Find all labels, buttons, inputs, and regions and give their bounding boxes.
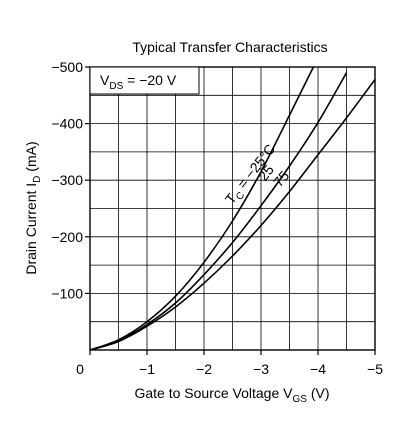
- x-tick-label: −1: [139, 361, 155, 377]
- y-tick-label: −100: [51, 285, 83, 301]
- x-tick-label: −3: [253, 361, 269, 377]
- x-tick-label: 0: [76, 361, 84, 377]
- series-curve-0: [89, 66, 315, 351]
- y-tick-label: −400: [51, 116, 83, 132]
- chart-title: Typical Transfer Characteristics: [132, 39, 327, 55]
- y-tick-labels: −100 −200 −300 −400 −500: [51, 59, 83, 301]
- x-axis-label: Gate to Source Voltage VGS (V): [134, 385, 329, 405]
- grid-lines: [90, 67, 375, 350]
- condition-box: [89, 66, 200, 95]
- y-tick-label: −200: [51, 229, 83, 245]
- y-axis-label: Drain Current ID (mA): [23, 141, 43, 274]
- vds-condition-label: VDS = −20 V: [100, 72, 177, 92]
- y-tick-label: −300: [51, 172, 83, 188]
- x-tick-label: −5: [367, 361, 383, 377]
- y-tick-label: −500: [51, 59, 83, 75]
- series-curve-1: [89, 72, 348, 351]
- series-curve-2: [89, 79, 376, 351]
- x-tick-labels: 0 −1 −2 −3 −4 −5: [76, 361, 383, 377]
- tick-marks: [85, 66, 376, 355]
- x-tick-label: −2: [196, 361, 212, 377]
- x-tick-label: −4: [310, 361, 326, 377]
- series-curves: [89, 66, 376, 351]
- plot-frame: [89, 66, 376, 351]
